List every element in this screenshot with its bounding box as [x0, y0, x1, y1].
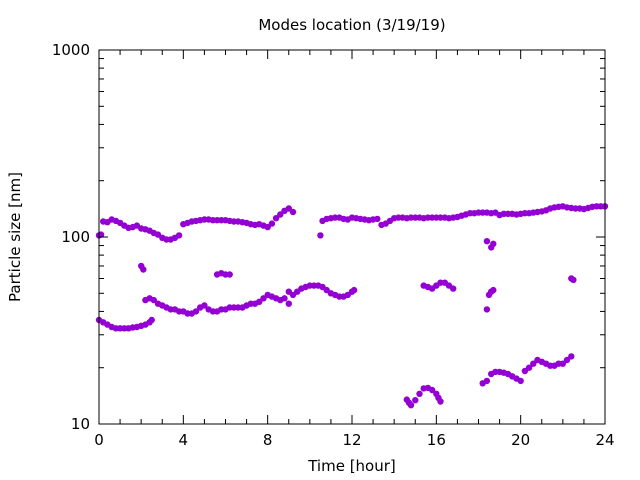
data-point — [568, 353, 575, 360]
data-point — [192, 308, 200, 315]
data-point — [570, 276, 577, 284]
data-point — [483, 377, 491, 385]
data-point — [412, 397, 419, 404]
data-point — [148, 316, 155, 324]
y-tick-label: 100 — [61, 228, 90, 246]
data-point — [428, 386, 436, 394]
y-tick-label: 1000 — [52, 41, 90, 59]
data-point — [140, 266, 147, 273]
data-point — [256, 298, 263, 305]
x-tick-label: 16 — [427, 431, 446, 449]
data-point — [175, 232, 183, 239]
data-point — [285, 288, 292, 295]
data-point — [490, 240, 497, 247]
x-tick-label: 12 — [342, 431, 361, 449]
data-point — [563, 356, 571, 364]
data-point — [226, 271, 233, 278]
data-point — [272, 215, 280, 222]
x-tick-label: 24 — [595, 431, 614, 449]
data-point — [450, 285, 457, 292]
data-point — [289, 208, 297, 216]
data-point — [490, 286, 497, 294]
data-point — [150, 296, 157, 304]
data-point — [374, 215, 381, 223]
data-point — [285, 300, 292, 307]
data-point — [277, 211, 284, 218]
data-point — [264, 223, 271, 231]
data-point — [268, 220, 276, 227]
y-tick-label: 10 — [71, 415, 90, 433]
x-tick-label: 8 — [263, 431, 273, 449]
chart-title: Modes location (3/19/19) — [258, 16, 445, 34]
data-point — [483, 238, 491, 245]
x-tick-label: 0 — [94, 431, 104, 449]
plot-frame — [98, 49, 606, 425]
data-point — [530, 360, 537, 367]
data-point — [350, 286, 358, 294]
data-point — [285, 205, 292, 212]
data-point — [407, 402, 415, 409]
data-point — [281, 295, 288, 302]
data-point — [437, 398, 444, 405]
y-axis-label: Particle size [nm] — [6, 172, 24, 302]
data-point — [416, 390, 423, 397]
x-axis-label: Time [hour] — [307, 457, 396, 475]
x-tick-label: 20 — [511, 431, 530, 449]
data-point — [483, 306, 491, 313]
tick-labels: 0 4 8 12 16 20 24 10 100 1000 — [52, 41, 615, 449]
data-point — [525, 364, 533, 371]
plot-points — [95, 203, 609, 409]
data-point — [317, 232, 324, 239]
data-point — [201, 302, 208, 309]
x-tick-label: 4 — [179, 431, 189, 449]
data-point — [517, 377, 524, 385]
data-point — [559, 360, 566, 367]
